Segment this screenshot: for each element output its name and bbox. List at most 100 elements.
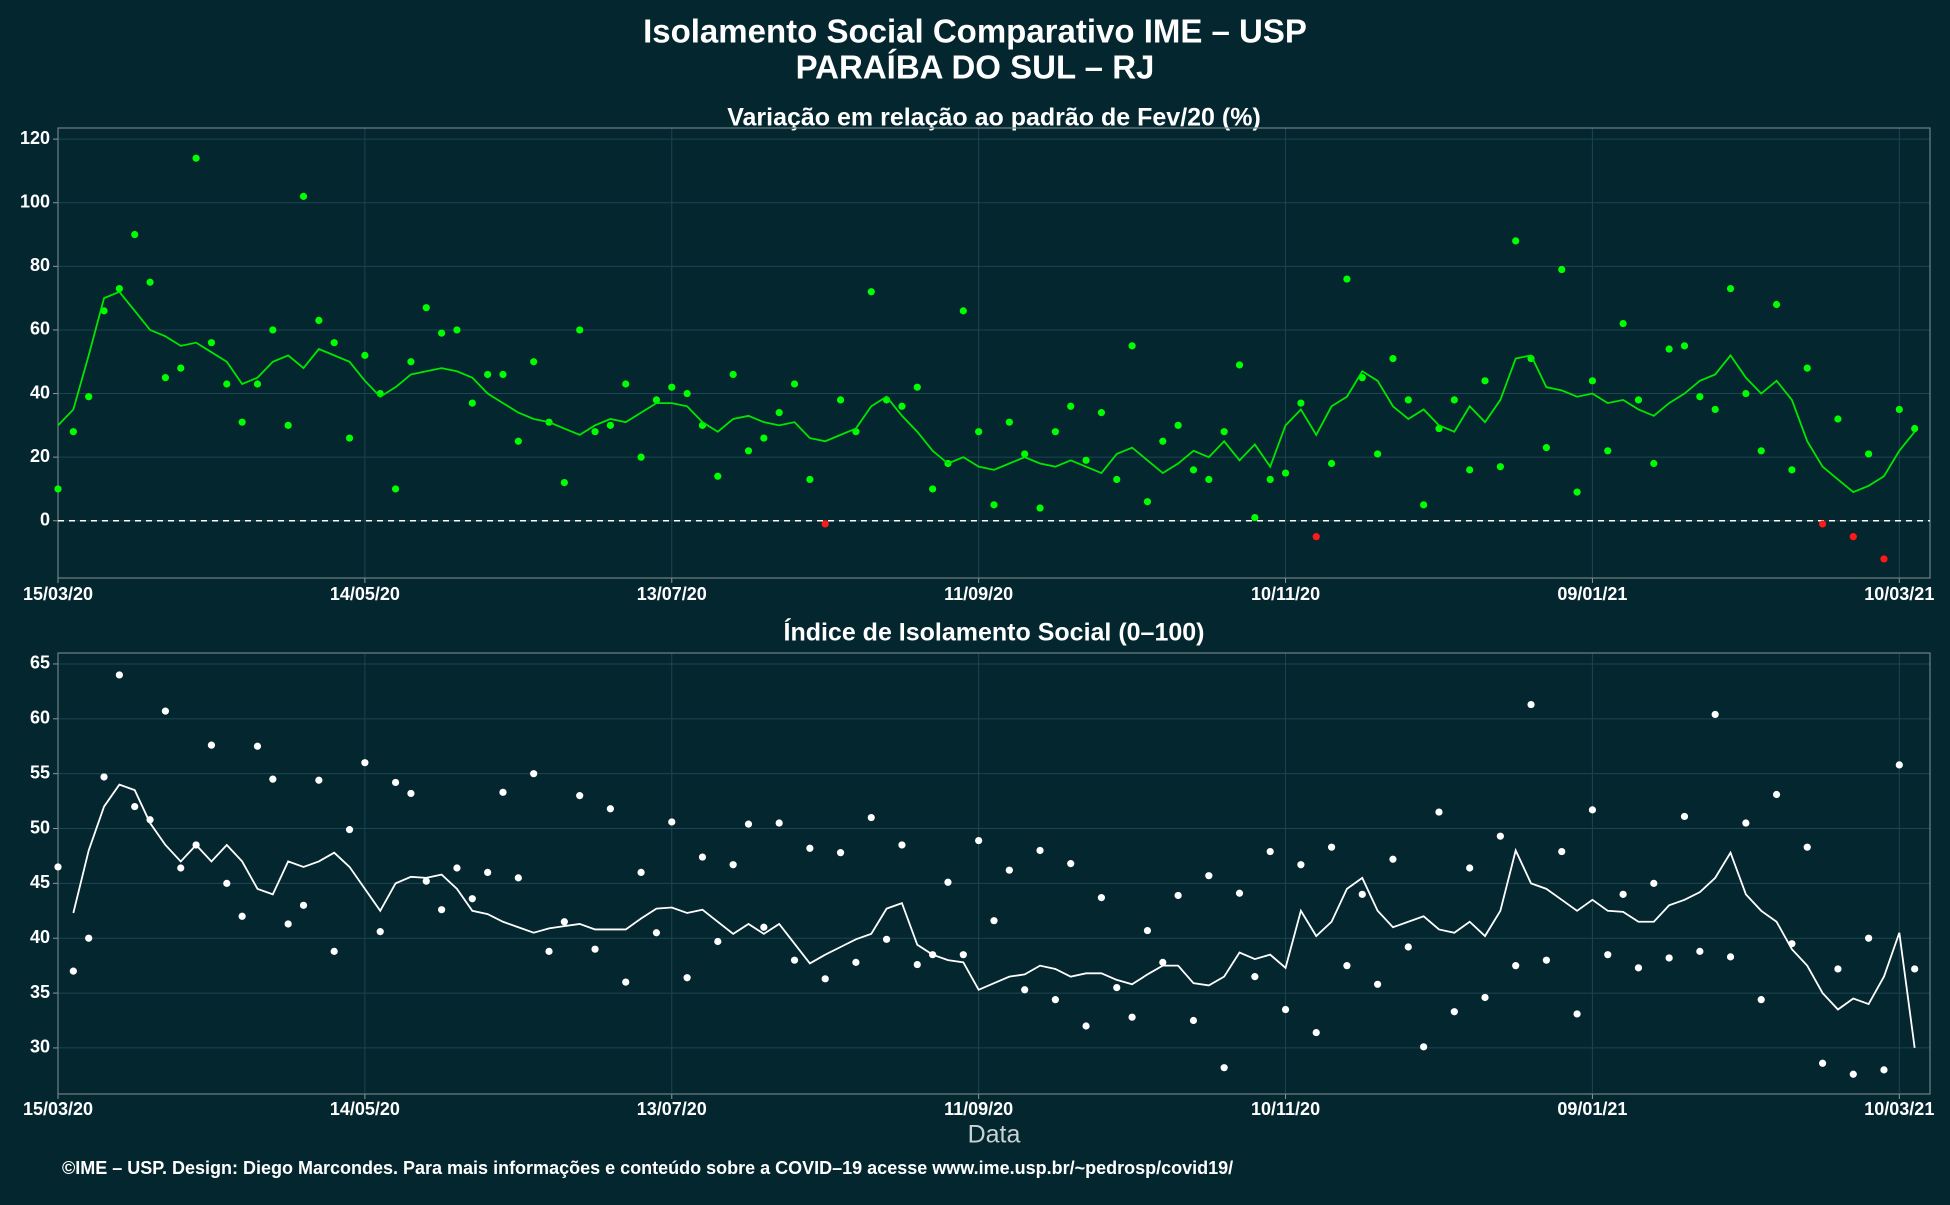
data-point [1726, 953, 1735, 961]
data-point [438, 906, 446, 914]
y-tick-label: 30 [30, 1037, 50, 1057]
data-point [1911, 965, 1919, 973]
data-point [1281, 469, 1290, 477]
data-point [1251, 513, 1259, 522]
x-tick-label: 10/11/20 [1251, 1099, 1320, 1119]
data-point [1726, 285, 1735, 293]
data-point [929, 485, 937, 493]
data-point [775, 819, 783, 827]
data-point [69, 967, 77, 975]
data-point [898, 841, 906, 849]
data-point [330, 339, 338, 347]
data-point [1097, 894, 1106, 902]
data-point [652, 929, 661, 937]
data-point [1281, 1005, 1290, 1014]
data-point [852, 958, 860, 966]
data-point [100, 307, 108, 315]
data-point [177, 864, 185, 872]
data-point [1696, 393, 1704, 401]
data-point [407, 789, 415, 798]
data-point [867, 288, 875, 296]
data-point [1496, 463, 1504, 471]
data-point [1159, 437, 1167, 445]
data-point [913, 383, 921, 391]
data-point [1834, 415, 1842, 423]
data-point [514, 874, 522, 882]
data-point [1189, 466, 1198, 474]
data-point [1619, 890, 1627, 898]
data-point [1496, 832, 1504, 840]
data-point [1404, 396, 1412, 404]
data-point [1911, 424, 1919, 433]
data-point [836, 849, 845, 857]
data-point [714, 937, 722, 946]
data-point [1818, 1059, 1827, 1067]
data-point [530, 770, 538, 778]
y-tick-label: 40 [30, 927, 50, 947]
data-point [821, 520, 829, 528]
data-point [1097, 409, 1106, 417]
panel-title: Variação em relação ao padrão de Fev/20 … [727, 104, 1261, 132]
data-point [1235, 889, 1244, 897]
data-point [821, 975, 829, 983]
plot-frame [57, 127, 1931, 579]
y-tick-label: 120 [20, 128, 50, 148]
data-point [990, 501, 998, 509]
data-point [407, 358, 415, 366]
data-point [1680, 342, 1689, 350]
data-point [560, 918, 568, 926]
data-point [1205, 872, 1213, 880]
data-point [284, 421, 292, 429]
moving-average-line [57, 290, 1916, 494]
data-point [1389, 354, 1397, 363]
x-tick-label: 11/09/20 [944, 584, 1013, 604]
data-point [1420, 501, 1428, 509]
data-point [1865, 450, 1873, 458]
data-point [284, 920, 292, 928]
footer: ©IME – USP. Design: Diego Marcondes. Par… [62, 1158, 1233, 1178]
x-tick-label: 14/05/20 [330, 584, 400, 604]
data-point [545, 947, 553, 955]
data-point [1374, 980, 1382, 988]
x-tick-label: 15/03/20 [23, 1099, 93, 1119]
data-point [944, 878, 952, 886]
x-tick-label: 13/07/20 [637, 584, 707, 604]
data-point [790, 380, 799, 388]
data-point [1558, 265, 1566, 274]
data-point [161, 374, 170, 382]
y-tick-label: 55 [30, 762, 50, 782]
data-point [1772, 300, 1781, 309]
data-point [422, 877, 430, 885]
data-point [1005, 418, 1013, 426]
data-point [1343, 275, 1351, 283]
data-point [223, 380, 231, 388]
data-point [637, 453, 645, 461]
data-point [315, 776, 323, 784]
data-point [1143, 498, 1152, 506]
data-point [1772, 790, 1781, 799]
data-point [606, 421, 614, 429]
data-point [1021, 986, 1029, 994]
data-point [1834, 965, 1842, 973]
data-point [1650, 459, 1658, 468]
data-point [269, 775, 277, 783]
data-point [238, 418, 246, 426]
data-point [1711, 710, 1719, 719]
data-point [1466, 864, 1474, 872]
data-point [146, 278, 154, 286]
data-point [1542, 444, 1550, 452]
data-point [468, 895, 476, 903]
data-point [484, 370, 492, 379]
y-tick-label: 100 [20, 191, 50, 211]
data-point [790, 956, 799, 964]
data-point [1527, 700, 1535, 709]
data-point [1588, 377, 1597, 385]
data-point [1174, 891, 1182, 900]
data-point [514, 437, 522, 445]
data-point [1051, 428, 1059, 436]
data-point [1067, 860, 1075, 868]
data-point [1604, 951, 1612, 959]
data-point [376, 928, 384, 936]
data-point [668, 383, 676, 391]
